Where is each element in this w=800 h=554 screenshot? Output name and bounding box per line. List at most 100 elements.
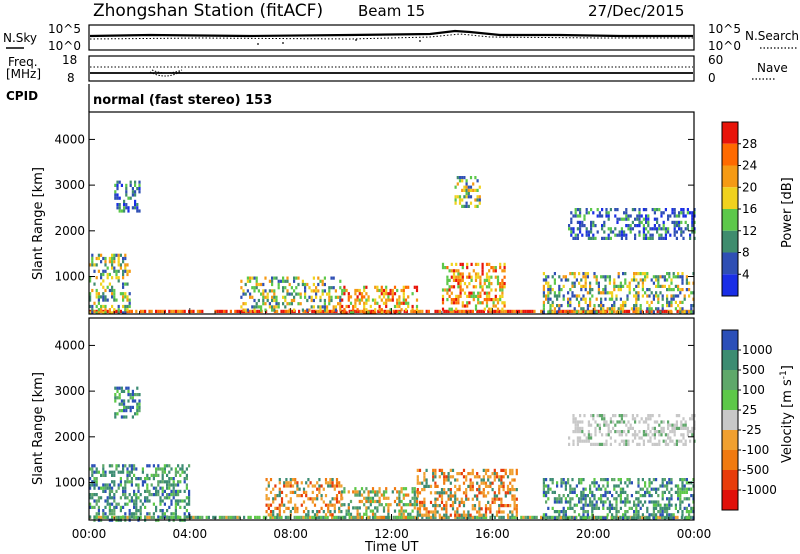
range-gate-cell	[227, 515, 230, 519]
range-gate-cell	[480, 507, 483, 511]
range-gate-cell	[262, 295, 265, 299]
range-gate-cell	[644, 484, 647, 488]
range-gate-cell	[331, 478, 334, 482]
range-gate-cell	[117, 279, 120, 283]
range-gate-cell	[551, 304, 554, 308]
range-gate-cell	[579, 230, 582, 234]
range-gate-cell	[651, 433, 654, 437]
range-gate-cell	[482, 468, 485, 472]
range-gate-cell	[614, 233, 617, 237]
range-gate-cell	[432, 513, 435, 517]
range-gate-cell	[673, 214, 676, 218]
range-gate-cell	[100, 253, 103, 257]
range-gate-cell	[666, 506, 669, 510]
range-gate-cell	[93, 499, 96, 503]
range-gate-cell	[493, 515, 496, 519]
colorbar-swatch	[722, 410, 738, 430]
range-gate-cell	[633, 516, 636, 520]
range-gate-cell	[617, 284, 620, 288]
range-gate-cell	[356, 506, 359, 510]
range-gate-cell	[579, 208, 582, 212]
range-gate-cell	[501, 282, 504, 286]
range-gate-cell	[590, 224, 593, 228]
range-gate-cell	[593, 503, 596, 507]
range-gate-cell	[600, 304, 603, 308]
range-gate-cell	[345, 509, 348, 513]
range-gate-cell	[471, 309, 474, 313]
range-gate-cell	[123, 209, 126, 213]
range-gate-cell	[335, 481, 339, 485]
range-gate-cell	[232, 515, 235, 519]
range-gate-cell	[272, 510, 275, 514]
range-gate-cell	[323, 298, 326, 303]
range-gate-cell	[201, 309, 204, 313]
range-gate-cell	[583, 214, 586, 218]
range-gate-cell	[633, 510, 636, 514]
range-gate-cell	[323, 305, 326, 309]
range-gate-cell	[656, 430, 659, 434]
range-gate-cell	[472, 182, 475, 186]
range-gate-cell	[578, 281, 581, 285]
range-gate-cell	[668, 300, 671, 304]
range-gate-cell	[471, 481, 474, 485]
range-gate-cell	[635, 291, 638, 295]
range-gate-cell	[513, 497, 516, 501]
range-gate-cell	[641, 278, 644, 282]
range-gate-cell	[605, 208, 608, 212]
range-gate-cell	[124, 483, 127, 487]
range-gate-cell	[185, 515, 188, 519]
range-gate-cell	[645, 309, 648, 313]
range-gate-cell	[662, 439, 665, 443]
range-gate-cell	[163, 496, 166, 500]
range-gate-cell	[148, 499, 151, 503]
range-gate-cell	[122, 464, 125, 468]
range-gate-cell	[371, 512, 375, 516]
range-gate-cell	[656, 442, 659, 446]
range-gate-cell	[356, 515, 359, 520]
range-gate-cell	[675, 426, 678, 430]
range-gate-cell	[650, 278, 653, 282]
range-gate-cell	[503, 282, 506, 286]
range-gate-cell	[416, 478, 419, 482]
range-gate-cell	[163, 502, 166, 506]
range-gate-cell	[111, 266, 114, 270]
range-gate-cell	[367, 493, 370, 497]
range-gate-cell	[416, 488, 419, 492]
range-gate-cell	[582, 478, 585, 482]
range-gate-cell	[396, 503, 399, 507]
range-gate-cell	[120, 402, 123, 406]
range-gate-cell	[547, 487, 550, 491]
range-gate-cell	[641, 272, 644, 276]
range-gate-cell	[95, 263, 98, 267]
range-gate-cell	[126, 502, 129, 506]
range-gate-cell	[188, 309, 191, 313]
range-gate-cell	[102, 464, 105, 468]
range-gate-cell	[478, 185, 481, 189]
range-gate-cell	[265, 510, 268, 514]
range-gate-cell	[146, 499, 149, 503]
range-gate-cell	[571, 490, 574, 494]
range-gate-cell	[449, 475, 452, 479]
range-gate-cell	[674, 307, 677, 311]
range-gate-cell	[629, 214, 632, 218]
range-gate-cell	[123, 199, 126, 203]
range-gate-cell	[629, 426, 632, 430]
range-gate-cell	[493, 500, 496, 504]
range-gate-cell	[618, 230, 621, 234]
range-gate-cell	[367, 506, 370, 510]
range-gate-cell	[148, 489, 151, 493]
x-tick-label: 00:00	[677, 527, 712, 541]
range-gate-cell	[93, 464, 96, 468]
range-gate-cell	[371, 496, 375, 500]
range-gate-cell	[542, 278, 545, 282]
range-gate-cell	[685, 490, 688, 494]
range-gate-cell	[124, 292, 127, 296]
range-gate-cell	[304, 282, 307, 287]
range-gate-cell	[240, 295, 243, 299]
range-gate-cell	[562, 513, 565, 517]
range-gate-cell	[415, 304, 419, 309]
range-gate-cell	[278, 478, 281, 482]
range-gate-cell	[636, 214, 639, 218]
range-gate-cell	[260, 308, 263, 312]
range-gate-cell	[657, 487, 660, 491]
